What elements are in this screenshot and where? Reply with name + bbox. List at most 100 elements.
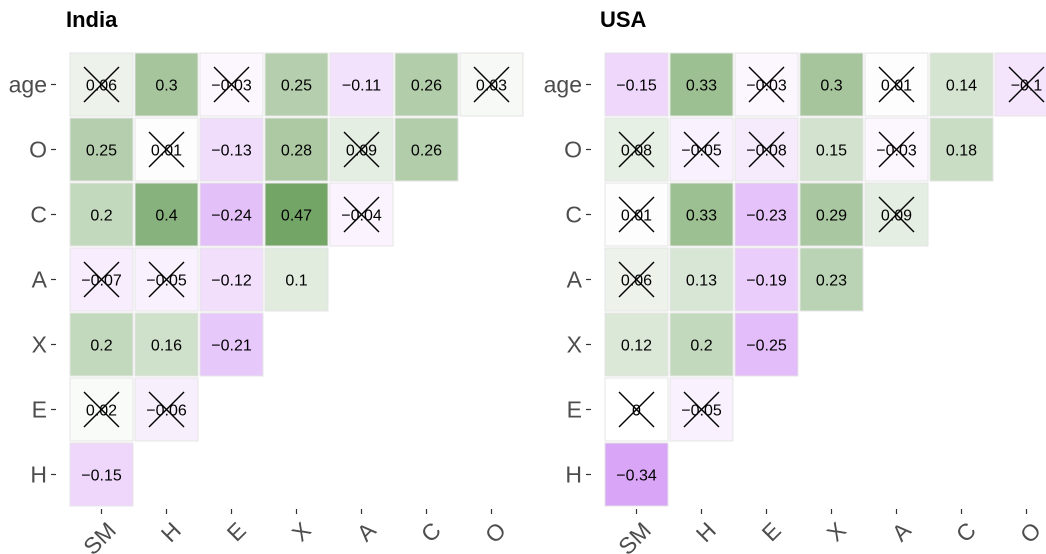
heatmap-cell-age-A: −0.11 [329,52,394,117]
heatmap-cell-O-C: 0.18 [929,117,994,182]
x-tick-label-A: A [887,517,917,547]
cell-value-label: −0.05 [146,273,187,290]
heatmap-cell-O-H: 0.01 [134,117,199,182]
heatmap-cell-C-X: 0.47 [264,182,329,247]
heatmap-cell-age-H: 0.33 [669,52,734,117]
cross-mark-line [683,131,720,168]
cell-value-label: −0.34 [616,468,657,485]
heatmap-cell-X-SM: 0.2 [69,312,134,377]
cell-value-label: 0.18 [946,143,977,160]
heatmap-cell-C-E: −0.23 [734,182,799,247]
y-tick-label-C: C [565,202,582,228]
heatmap-cell-O-SM: 0.25 [69,117,134,182]
cell-value-label: 0.4 [155,208,177,225]
heatmap-cell-age-C: 0.26 [394,52,459,117]
heatmap-cell-O-X: 0.28 [264,117,329,182]
heatmap-cell-H-SM: −0.15 [69,442,134,507]
x-tick-label-E: E [222,517,251,546]
heatmap-cell-fill [929,52,994,117]
cell-value-label: 0.09 [881,208,912,225]
cell-value-label: 0.26 [411,78,442,95]
cross-mark-line [148,131,185,168]
cell-value-label: 0.06 [86,78,117,95]
heatmap-cell-O-SM: 0.08 [604,117,669,182]
cell-value-label: 0.33 [686,208,717,225]
cross-mark-line [683,391,720,428]
x-tick-label-H: H [156,517,186,547]
heatmap-cell-age-E: −0.03 [734,52,799,117]
heatmap-cell-fill [799,182,864,247]
heatmap-cell-fill [69,312,134,377]
cross-mark-line [148,261,185,298]
heatmap-cell-A-H: 0.13 [669,247,734,312]
heatmap-cell-fill [199,117,264,182]
cell-value-label: −0.12 [211,273,252,290]
cell-value-label: −0.23 [746,208,787,225]
heatmap-cell-fill [994,52,1046,117]
heatmap-cell-fill [734,312,799,377]
x-tick-label-SM: SM [613,517,656,554]
cross-mark-line [618,261,655,298]
cross-mark-line [473,66,510,103]
heatmap-cell-C-H: 0.33 [669,182,734,247]
heatmap-cell-A-SM: −0.07 [69,247,134,312]
cell-value-label: 0.06 [621,273,652,290]
cell-value-label: 0.12 [621,338,652,355]
heatmap-cell-X-H: 0.16 [134,312,199,377]
heatmap-cell-O-X: 0.15 [799,117,864,182]
cell-value-label: 0.26 [411,143,442,160]
heatmap-cell-fill [199,182,264,247]
heatmap-cell-age-E: −0.03 [199,52,264,117]
heatmap-cell-C-SM: 0.2 [69,182,134,247]
cross-mark-line [618,131,655,168]
x-tick-label-A: A [352,517,382,547]
heatmap-cell-fill [264,52,329,117]
cell-value-label: −0.07 [81,273,122,290]
heatmap-cell-fill [394,117,459,182]
y-tick-label-H: H [30,462,47,488]
heatmap-cell-age-A: 0.01 [864,52,929,117]
heatmap-cell-C-X: 0.29 [799,182,864,247]
heatmap-cell-fill [799,52,864,117]
heatmap-cell-fill [604,117,669,182]
heatmap-cell-C-SM: 0.01 [604,182,669,247]
heatmap-cell-fill [394,52,459,117]
heatmap-cell-X-E: −0.25 [734,312,799,377]
cell-value-label: 0.01 [621,208,652,225]
heatmap-cell-fill [669,247,734,312]
cell-value-label: 0.16 [151,338,182,355]
cross-mark-line [148,391,185,428]
heatmap-cell-fill [929,117,994,182]
heatmap-cell-fill [669,52,734,117]
cross-mark-line [83,66,120,103]
y-tick-label-A: A [567,267,583,293]
cell-value-label: 0.28 [281,143,312,160]
cross-mark-line [618,196,655,233]
heatmap-cell-fill [604,442,669,507]
cross-mark-line [748,131,785,168]
heatmap-cell-fill [604,52,669,117]
heatmap-cell-O-A: 0.09 [329,117,394,182]
heatmap-cell-age-O: 0.03 [459,52,524,117]
cell-value-label: 0.01 [151,143,182,160]
cell-value-label: 0.25 [281,78,312,95]
heatmap-panel-usa: USA −0.15 0.33 −0.03 0.3 0.01 0.14 −0.1 0.08 −0.0… [544,7,1046,554]
heatmap-cell-age-X: 0.25 [264,52,329,117]
y-tick-label-A: A [32,267,48,293]
heatmap-cell-fill [134,182,199,247]
heatmap-cell-X-SM: 0.12 [604,312,669,377]
heatmap-cell-age-SM: −0.15 [604,52,669,117]
heatmap-cell-fill [734,247,799,312]
cell-value-label: 0.23 [816,273,847,290]
heatmap-cell-C-H: 0.4 [134,182,199,247]
y-tick-label-E: E [567,397,582,423]
cell-value-label: −0.03 [876,143,917,160]
chart-title-usa: USA [600,7,647,32]
cross-mark-line [343,196,380,233]
cross-mark-line [878,196,915,233]
heatmap-cell-fill [669,312,734,377]
heatmap-cell-fill [264,117,329,182]
chart-title-india: India [66,7,118,32]
cell-value-label: 0.2 [690,338,712,355]
cross-mark-line [748,66,785,103]
